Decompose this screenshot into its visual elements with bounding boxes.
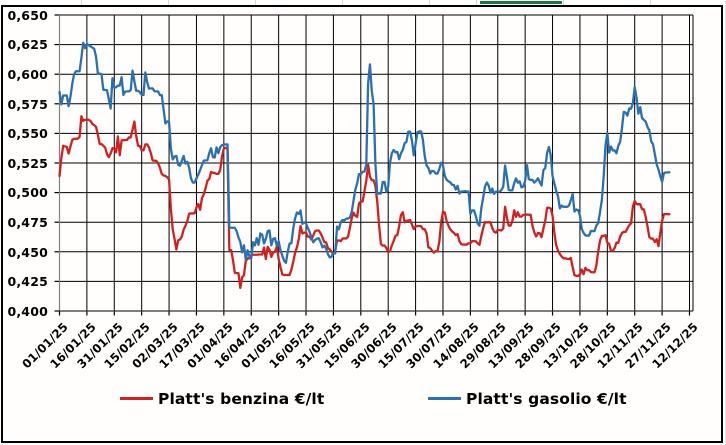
spreadsheet-top-strip xyxy=(0,0,726,5)
plot-svg xyxy=(54,14,694,316)
y-tick-label: 0,650 xyxy=(7,7,48,23)
sheet-column-line xyxy=(255,0,256,5)
sheet-column-line xyxy=(342,0,343,5)
y-tick-label: 0,575 xyxy=(7,96,48,112)
legend-label-benzina: Platt's benzina €/lt xyxy=(158,389,325,408)
chart-legend[interactable]: Platt's benzina €/lt Platt's gasolio €/l… xyxy=(3,387,720,408)
y-tick-label: 0,425 xyxy=(7,274,48,290)
sheet-column-line xyxy=(81,0,82,5)
y-tick-label: 0,525 xyxy=(7,155,48,171)
y-tick-label: 0,450 xyxy=(7,244,48,260)
legend-item-benzina[interactable]: Platt's benzina €/lt xyxy=(120,390,324,408)
plot-area xyxy=(49,10,705,322)
y-tick-label: 0,600 xyxy=(7,67,48,82)
chart-area[interactable]: 0,650 0,625 0,600 0,575 0,550 0,525 0,500 0,475… xyxy=(1,4,723,444)
sheet-column-line xyxy=(563,0,564,5)
benzina-line-swatch xyxy=(120,397,153,400)
gasolio-line-swatch xyxy=(428,397,461,400)
series-line xyxy=(58,115,671,290)
y-tick-label: 0,550 xyxy=(7,126,48,142)
sheet-column-line xyxy=(429,0,430,5)
legend-item-gasolio[interactable]: Platt's gasolio €/lt xyxy=(428,390,627,408)
selected-cell-border xyxy=(480,1,562,4)
spreadsheet-right-strip xyxy=(723,0,726,445)
series-line xyxy=(58,41,671,265)
sheet-column-line xyxy=(476,0,477,5)
sheet-column-line xyxy=(168,0,169,5)
y-tick-label: 0,400 xyxy=(7,303,48,319)
y-tick-label: 0,500 xyxy=(7,185,48,201)
y-tick-label: 0,475 xyxy=(7,215,48,230)
y-tick-label: 0,625 xyxy=(7,37,48,53)
sheet-column-line xyxy=(650,0,651,5)
legend-label-gasolio: Platt's gasolio €/lt xyxy=(466,389,627,408)
